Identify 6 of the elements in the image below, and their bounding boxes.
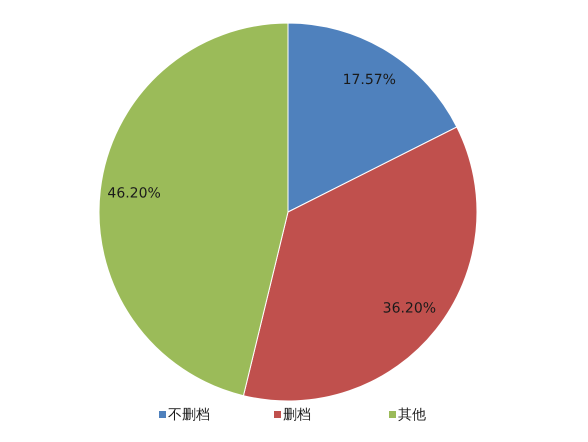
- data-label: 36.20%: [382, 300, 436, 316]
- legend-label: 不删档: [168, 407, 210, 423]
- legend-label: 其他: [398, 407, 426, 423]
- data-label: 17.57%: [342, 72, 396, 88]
- legend-label: 删档: [283, 407, 311, 423]
- data-label: 46.20%: [107, 186, 161, 202]
